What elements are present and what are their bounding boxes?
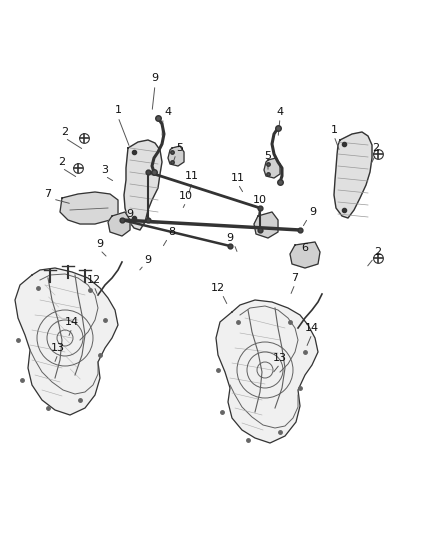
Text: 9: 9 bbox=[96, 239, 103, 249]
Text: 11: 11 bbox=[231, 173, 245, 183]
Text: 5: 5 bbox=[265, 151, 272, 161]
Text: 11: 11 bbox=[185, 171, 199, 181]
Text: 9: 9 bbox=[226, 233, 233, 243]
Text: 14: 14 bbox=[65, 317, 79, 327]
Text: 1: 1 bbox=[114, 105, 121, 115]
Text: 13: 13 bbox=[51, 343, 65, 353]
Text: 3: 3 bbox=[102, 165, 109, 175]
Polygon shape bbox=[124, 140, 162, 230]
Polygon shape bbox=[108, 212, 130, 236]
Text: 12: 12 bbox=[87, 275, 101, 285]
Polygon shape bbox=[334, 132, 372, 218]
Polygon shape bbox=[60, 192, 118, 224]
Text: 4: 4 bbox=[276, 107, 283, 117]
Text: 8: 8 bbox=[169, 227, 176, 237]
Text: 13: 13 bbox=[273, 353, 287, 363]
Polygon shape bbox=[290, 242, 320, 268]
Text: 9: 9 bbox=[127, 209, 134, 219]
Text: 9: 9 bbox=[152, 73, 159, 83]
Text: 10: 10 bbox=[179, 191, 193, 201]
Text: 4: 4 bbox=[164, 107, 172, 117]
Text: 9: 9 bbox=[145, 255, 152, 265]
Text: 6: 6 bbox=[301, 243, 308, 253]
Polygon shape bbox=[15, 268, 118, 415]
Text: 7: 7 bbox=[291, 273, 299, 283]
Text: 9: 9 bbox=[309, 207, 317, 217]
Text: 2: 2 bbox=[372, 143, 380, 153]
Text: 7: 7 bbox=[44, 189, 52, 199]
Text: 10: 10 bbox=[253, 195, 267, 205]
Text: 2: 2 bbox=[374, 247, 381, 257]
Text: 5: 5 bbox=[177, 143, 184, 153]
Polygon shape bbox=[216, 300, 318, 443]
Text: 12: 12 bbox=[211, 283, 225, 293]
Text: 14: 14 bbox=[305, 323, 319, 333]
Polygon shape bbox=[254, 212, 278, 238]
Text: 1: 1 bbox=[331, 125, 338, 135]
Text: 2: 2 bbox=[58, 157, 66, 167]
Polygon shape bbox=[168, 146, 184, 166]
Text: 2: 2 bbox=[61, 127, 69, 137]
Polygon shape bbox=[264, 158, 280, 178]
